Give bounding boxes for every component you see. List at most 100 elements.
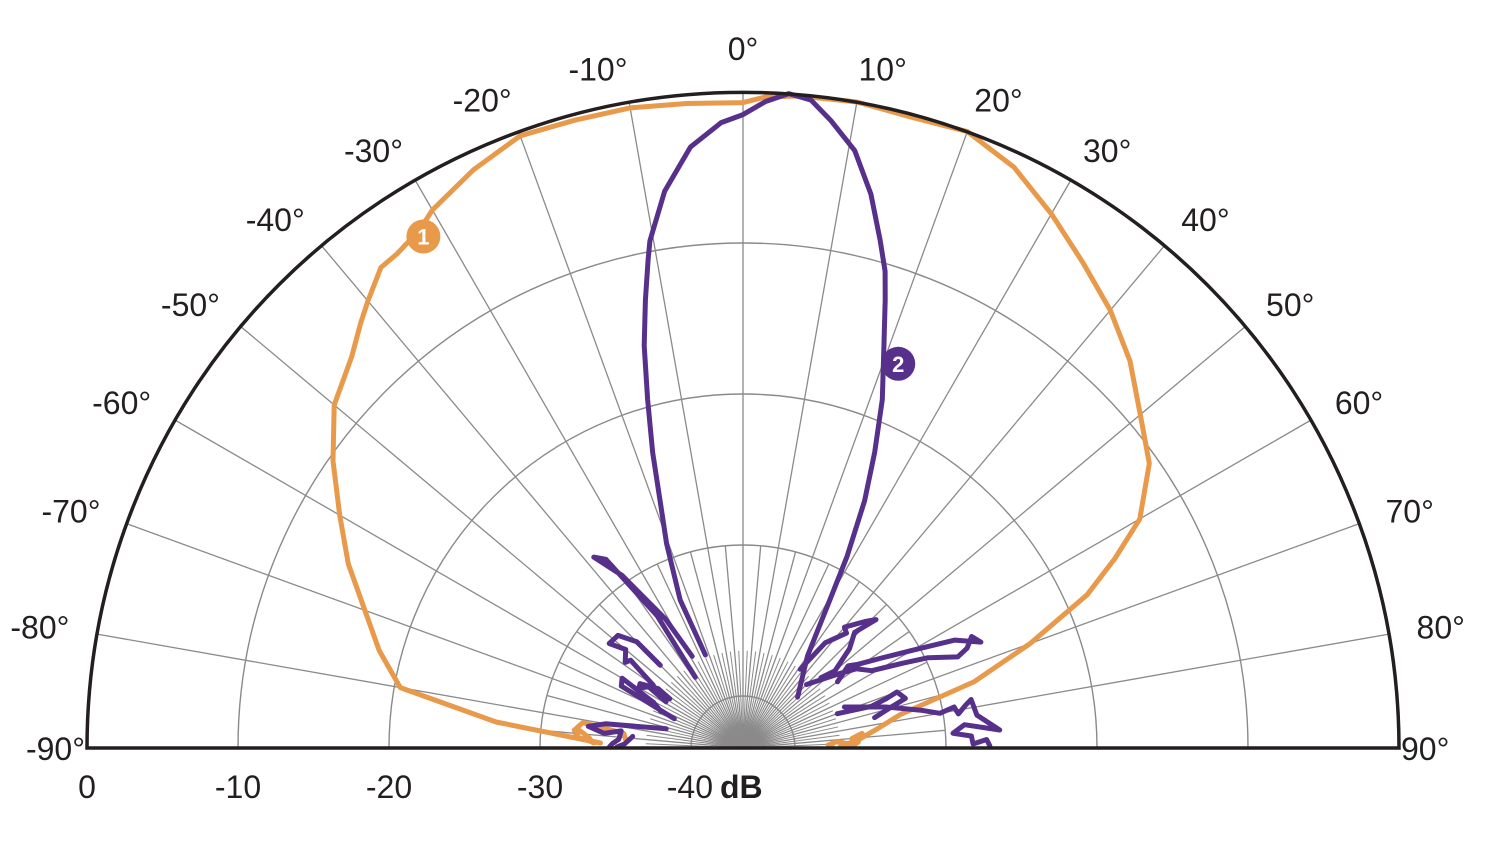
outer-frame: [85, 90, 1401, 750]
angle-label: -30°: [344, 133, 403, 169]
spoke-line: [742, 563, 830, 749]
ring-line: [539, 544, 947, 749]
spoke-line: [742, 545, 762, 749]
minor-spoke-line: [670, 681, 744, 749]
angle-label: 40°: [1181, 202, 1229, 238]
angle-label: 80°: [1417, 610, 1465, 646]
angle-label: -40°: [246, 202, 305, 238]
spoke-line: [742, 245, 1166, 749]
db-label: -10: [215, 769, 261, 805]
minor-spoke-line: [742, 665, 796, 749]
series-2-side-lobe: [618, 675, 677, 722]
spoke-line: [126, 523, 744, 749]
series-1-curve: [330, 93, 1152, 749]
minor-spoke-line: [683, 670, 744, 749]
angle-label: -60°: [92, 385, 151, 421]
db-label: -40: [667, 769, 713, 805]
series-2-side-lobe: [606, 632, 663, 688]
spoke-line: [540, 729, 744, 749]
series-2-side-lobe: [636, 681, 673, 705]
db-unit-label: dB: [720, 769, 763, 805]
angle-label: -50°: [161, 287, 220, 323]
series-2-badge: 2: [881, 346, 916, 381]
series-2-side-lobe: [585, 721, 669, 750]
spoke-line: [598, 603, 744, 749]
radial-gridlines: [237, 242, 1249, 749]
spoke-line: [742, 661, 928, 749]
spoke-line: [320, 245, 744, 749]
spoke-line: [174, 419, 744, 749]
series-2-side-lobe: [834, 689, 908, 721]
minor-spoke-line: [742, 661, 789, 749]
series-2-side-lobe: [614, 733, 636, 750]
spoke-line: [742, 101, 858, 749]
minor-spoke-line: [721, 652, 744, 749]
angle-label: 10°: [858, 51, 906, 87]
angle-tick-labels: -90° -80° -70° -60° -50° -40° -30° -20° -10° 0° 10…: [10, 31, 1465, 767]
spoke-line: [742, 551, 797, 749]
minor-spoke-line: [660, 695, 744, 749]
spoke-line: [742, 325, 1246, 749]
minor-spoke-line: [742, 718, 836, 749]
angle-label: 30°: [1083, 133, 1131, 169]
spoke-line: [96, 633, 744, 749]
db-label: -20: [366, 769, 412, 805]
series-1-fragment: [572, 728, 597, 746]
spoke-line: [240, 325, 744, 749]
minor-spoke-line: [742, 710, 834, 749]
spoke-line: [724, 545, 744, 749]
angle-label: 0°: [728, 31, 759, 67]
series-2-side-lobe: [797, 617, 879, 681]
spoke-line: [656, 563, 744, 749]
series-2-side-lobe: [841, 697, 1003, 749]
minor-spoke-line: [742, 657, 781, 749]
angle-label: -90°: [26, 731, 85, 767]
minor-spoke-line: [742, 688, 821, 749]
minor-spoke-line: [742, 655, 773, 749]
minor-spoke-line: [705, 657, 744, 749]
spoke-line: [628, 101, 744, 749]
db-label: 0: [78, 769, 96, 805]
ring-line: [237, 242, 1249, 749]
angle-label: -80°: [10, 610, 69, 646]
angle-label: 90°: [1401, 731, 1449, 767]
angle-label: 60°: [1335, 385, 1383, 421]
minor-spoke-line: [665, 688, 744, 749]
minor-spoke-line: [742, 681, 816, 749]
spoke-line: [414, 179, 744, 749]
ring-line: [690, 695, 796, 749]
minor-spoke-line: [742, 726, 839, 749]
minor-spoke-line: [697, 661, 744, 749]
ring-line: [388, 393, 1098, 749]
db-label: -30: [517, 769, 563, 805]
angle-label: 50°: [1266, 287, 1314, 323]
series-1-fragment: [825, 730, 865, 750]
series-1-badge: 1: [406, 219, 441, 254]
svg-text:2: 2: [892, 352, 904, 377]
minor-spoke-line: [742, 734, 840, 749]
minor-spoke-line: [742, 652, 765, 749]
minor-spoke-line: [738, 650, 744, 749]
svg-text:1: 1: [417, 224, 429, 249]
minor-spoke-line: [742, 651, 757, 749]
angle-label: -10°: [568, 51, 627, 87]
spoke-line: [742, 633, 1390, 749]
minor-spoke-line: [742, 702, 830, 749]
minor-spoke-line: [742, 695, 826, 749]
series-2-side-lobe: [591, 554, 698, 680]
series-2-side-lobe: [804, 634, 984, 687]
db-tick-labels: 0 -10 -20 -30 -40: [78, 769, 713, 805]
minor-spoke-line: [646, 734, 744, 749]
minor-spoke-line: [690, 665, 744, 749]
angle-label: 70°: [1386, 494, 1434, 530]
spoke-line: [742, 631, 910, 749]
data-curves: [330, 91, 1152, 750]
minor-spoke-line: [742, 650, 748, 749]
minor-spoke-line: [656, 702, 744, 749]
spoke-line: [742, 729, 946, 749]
spoke-line: [518, 131, 744, 749]
spoke-line: [742, 694, 940, 749]
minor-spoke-line: [650, 718, 744, 749]
angle-label: 20°: [974, 82, 1022, 118]
